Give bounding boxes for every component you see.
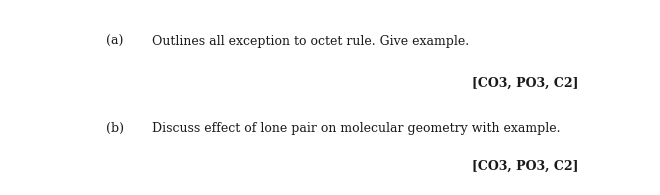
- Text: [CO3, PO3, C2]: [CO3, PO3, C2]: [472, 77, 579, 90]
- Text: (a): (a): [106, 35, 123, 48]
- Text: Outlines all exception to octet rule. Give example.: Outlines all exception to octet rule. Gi…: [152, 35, 469, 48]
- Text: (b): (b): [106, 122, 123, 135]
- Text: [CO3, PO3, C2]: [CO3, PO3, C2]: [472, 160, 579, 173]
- Text: Discuss effect of lone pair on molecular geometry with example.: Discuss effect of lone pair on molecular…: [152, 122, 560, 135]
